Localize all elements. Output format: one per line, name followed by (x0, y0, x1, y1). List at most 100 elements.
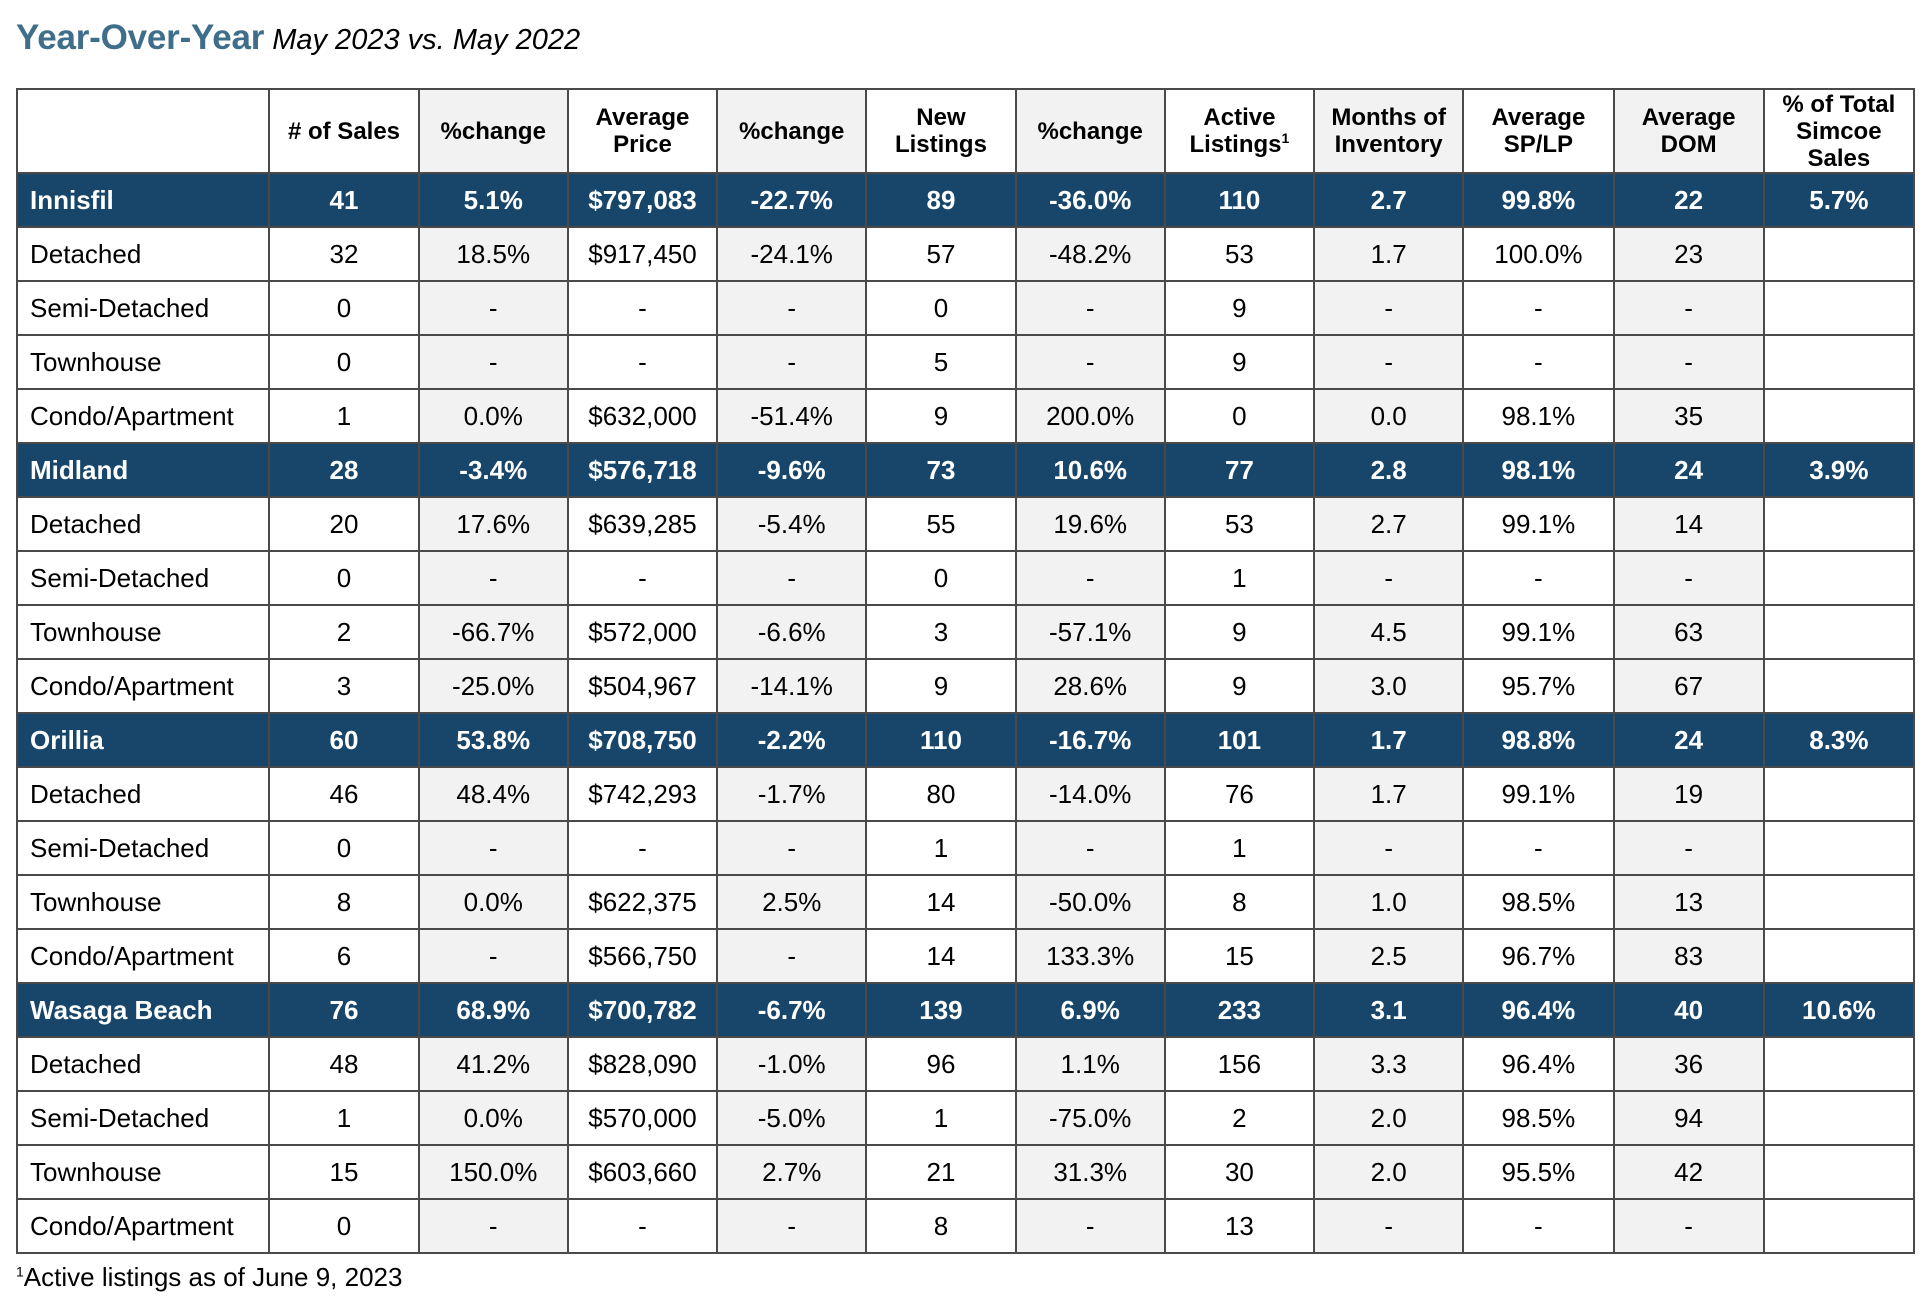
cell-row-label: Condo/Apartment (15, 1198, 271, 1254)
cell-row-label: Detached (15, 766, 271, 822)
cell-row-label: Detached (15, 1036, 271, 1092)
cell-price-change: -6.6% (716, 604, 868, 660)
cell-sales-count: 1 (268, 388, 420, 444)
cell-row-label: Midland (15, 442, 271, 498)
cell-average-dom: 35 (1612, 388, 1765, 444)
cell-sales-change: - (417, 820, 569, 876)
column-header-percent-total-simcoe-sales: % of Total Simcoe Sales (1762, 88, 1916, 174)
cell-sales-change: -25.0% (417, 658, 569, 714)
cell-price-change: -51.4% (716, 388, 868, 444)
cell-percent-total-simcoe-sales (1762, 874, 1916, 930)
property-type-row: Condo/Apartment 3 -25.0% $504,967 -14.1% 9 28.… (15, 658, 1916, 714)
cell-row-label: Semi-Detached (15, 820, 271, 876)
cell-sales-count: 2 (268, 604, 420, 660)
cell-new-listings-change: 10.6% (1014, 442, 1166, 498)
cell-new-listings-change: -57.1% (1014, 604, 1166, 660)
cell-new-listings: 9 (865, 388, 1017, 444)
footnote-marker: 1 (16, 1263, 24, 1280)
cell-months-of-inventory: 2.8 (1313, 442, 1465, 498)
cell-active-listings: 156 (1163, 1036, 1316, 1092)
cell-average-sp-lp: - (1462, 820, 1615, 876)
column-header-sales-count: # of Sales (268, 88, 420, 174)
cell-sales-change: 5.1% (417, 172, 569, 228)
cell-active-listings: 30 (1163, 1144, 1316, 1200)
cell-new-listings-change: 28.6% (1014, 658, 1166, 714)
cell-new-listings-change: - (1014, 1198, 1166, 1254)
property-type-row: Detached 46 48.4% $742,293 -1.7% 80 -14.0% 76 1.… (15, 766, 1916, 822)
cell-average-dom: - (1612, 280, 1765, 336)
cell-percent-total-simcoe-sales (1762, 1144, 1916, 1200)
cell-average-sp-lp: - (1462, 334, 1615, 390)
cell-months-of-inventory: 3.1 (1313, 982, 1465, 1038)
cell-average-dom: - (1612, 550, 1765, 606)
cell-sales-count: 3 (268, 658, 420, 714)
cell-sales-change: - (417, 550, 569, 606)
cell-average-sp-lp: 99.1% (1462, 766, 1615, 822)
cell-months-of-inventory: 2.5 (1313, 928, 1465, 984)
cell-average-dom: - (1612, 1198, 1765, 1254)
cell-months-of-inventory: - (1313, 820, 1465, 876)
cell-active-listings: 15 (1163, 928, 1316, 984)
cell-average-dom: - (1612, 334, 1765, 390)
cell-row-label: Innisfil (15, 172, 271, 228)
cell-average-price: $708,750 (566, 712, 719, 768)
table-header: # of Sales %change Average Price %change New… (15, 88, 1916, 174)
municipality-row: Midland 28 -3.4% $576,718 -9.6% 73 10.6% 77 2.8 9… (15, 442, 1916, 498)
column-header-label: Active Listings (1189, 104, 1282, 158)
cell-percent-total-simcoe-sales (1762, 1198, 1916, 1254)
column-header-label: % of Total Simcoe Sales (1782, 90, 1896, 172)
cell-sales-count: 1 (268, 1090, 420, 1146)
cell-sales-count: 41 (268, 172, 420, 228)
cell-average-price: $572,000 (566, 604, 719, 660)
cell-price-change: - (716, 280, 868, 336)
cell-new-listings-change: -50.0% (1014, 874, 1166, 930)
property-type-row: Semi-Detached 0- - -0-9- - - (15, 280, 1916, 336)
cell-active-listings: 76 (1163, 766, 1316, 822)
property-type-row: Condo/Apartment 0- - -8-13- - - (15, 1198, 1916, 1254)
cell-active-listings: 9 (1163, 604, 1316, 660)
column-header-active-listings: Active Listings1 (1163, 88, 1316, 174)
cell-sales-count: 15 (268, 1144, 420, 1200)
municipality-row: Innisfil 41 5.1% $797,083 -22.7% 89 -36.0% 110 2… (15, 172, 1916, 228)
column-header-label: %change (1037, 117, 1143, 145)
cell-sales-count: 76 (268, 982, 420, 1038)
cell-months-of-inventory: - (1313, 334, 1465, 390)
cell-average-sp-lp: 96.7% (1462, 928, 1615, 984)
cell-sales-count: 0 (268, 550, 420, 606)
cell-sales-count: 32 (268, 226, 420, 282)
cell-row-label: Condo/Apartment (15, 928, 271, 984)
cell-average-sp-lp: 95.7% (1462, 658, 1615, 714)
cell-average-dom: 83 (1612, 928, 1765, 984)
cell-months-of-inventory: - (1313, 550, 1465, 606)
cell-average-price: $504,967 (566, 658, 719, 714)
cell-price-change: 2.5% (716, 874, 868, 930)
column-header-average-sp-lp: Average SP/LP (1462, 88, 1615, 174)
cell-new-listings-change: 200.0% (1014, 388, 1166, 444)
cell-average-price: - (566, 820, 719, 876)
cell-sales-count: 0 (268, 334, 420, 390)
column-header-row-label (15, 88, 271, 174)
cell-sales-change: 48.4% (417, 766, 569, 822)
cell-new-listings: 14 (865, 874, 1017, 930)
cell-new-listings: 1 (865, 1090, 1017, 1146)
cell-new-listings: 110 (865, 712, 1017, 768)
cell-new-listings: 21 (865, 1144, 1017, 1200)
cell-price-change: - (716, 928, 868, 984)
cell-percent-total-simcoe-sales (1762, 226, 1916, 282)
cell-new-listings-change: 133.3% (1014, 928, 1166, 984)
cell-average-price: $570,000 (566, 1090, 719, 1146)
cell-sales-change: 0.0% (417, 874, 569, 930)
cell-percent-total-simcoe-sales (1762, 496, 1916, 552)
column-header-new-listings: New Listings (865, 88, 1017, 174)
cell-sales-change: 0.0% (417, 1090, 569, 1146)
cell-average-sp-lp: 99.1% (1462, 604, 1615, 660)
column-header-label: %change (440, 117, 546, 145)
municipality-row: Wasaga Beach 76 68.9% $700,782 -6.7% 139 6.9% 2… (15, 982, 1916, 1038)
cell-price-change: - (716, 550, 868, 606)
cell-average-price: - (566, 280, 719, 336)
property-type-row: Townhouse 2 -66.7% $572,000 -6.6% 3 -57.1% 9 4.5… (15, 604, 1916, 660)
cell-average-dom: 67 (1612, 658, 1765, 714)
cell-new-listings-change: - (1014, 820, 1166, 876)
column-header-new-listings-change: %change (1014, 88, 1166, 174)
cell-active-listings: 9 (1163, 334, 1316, 390)
